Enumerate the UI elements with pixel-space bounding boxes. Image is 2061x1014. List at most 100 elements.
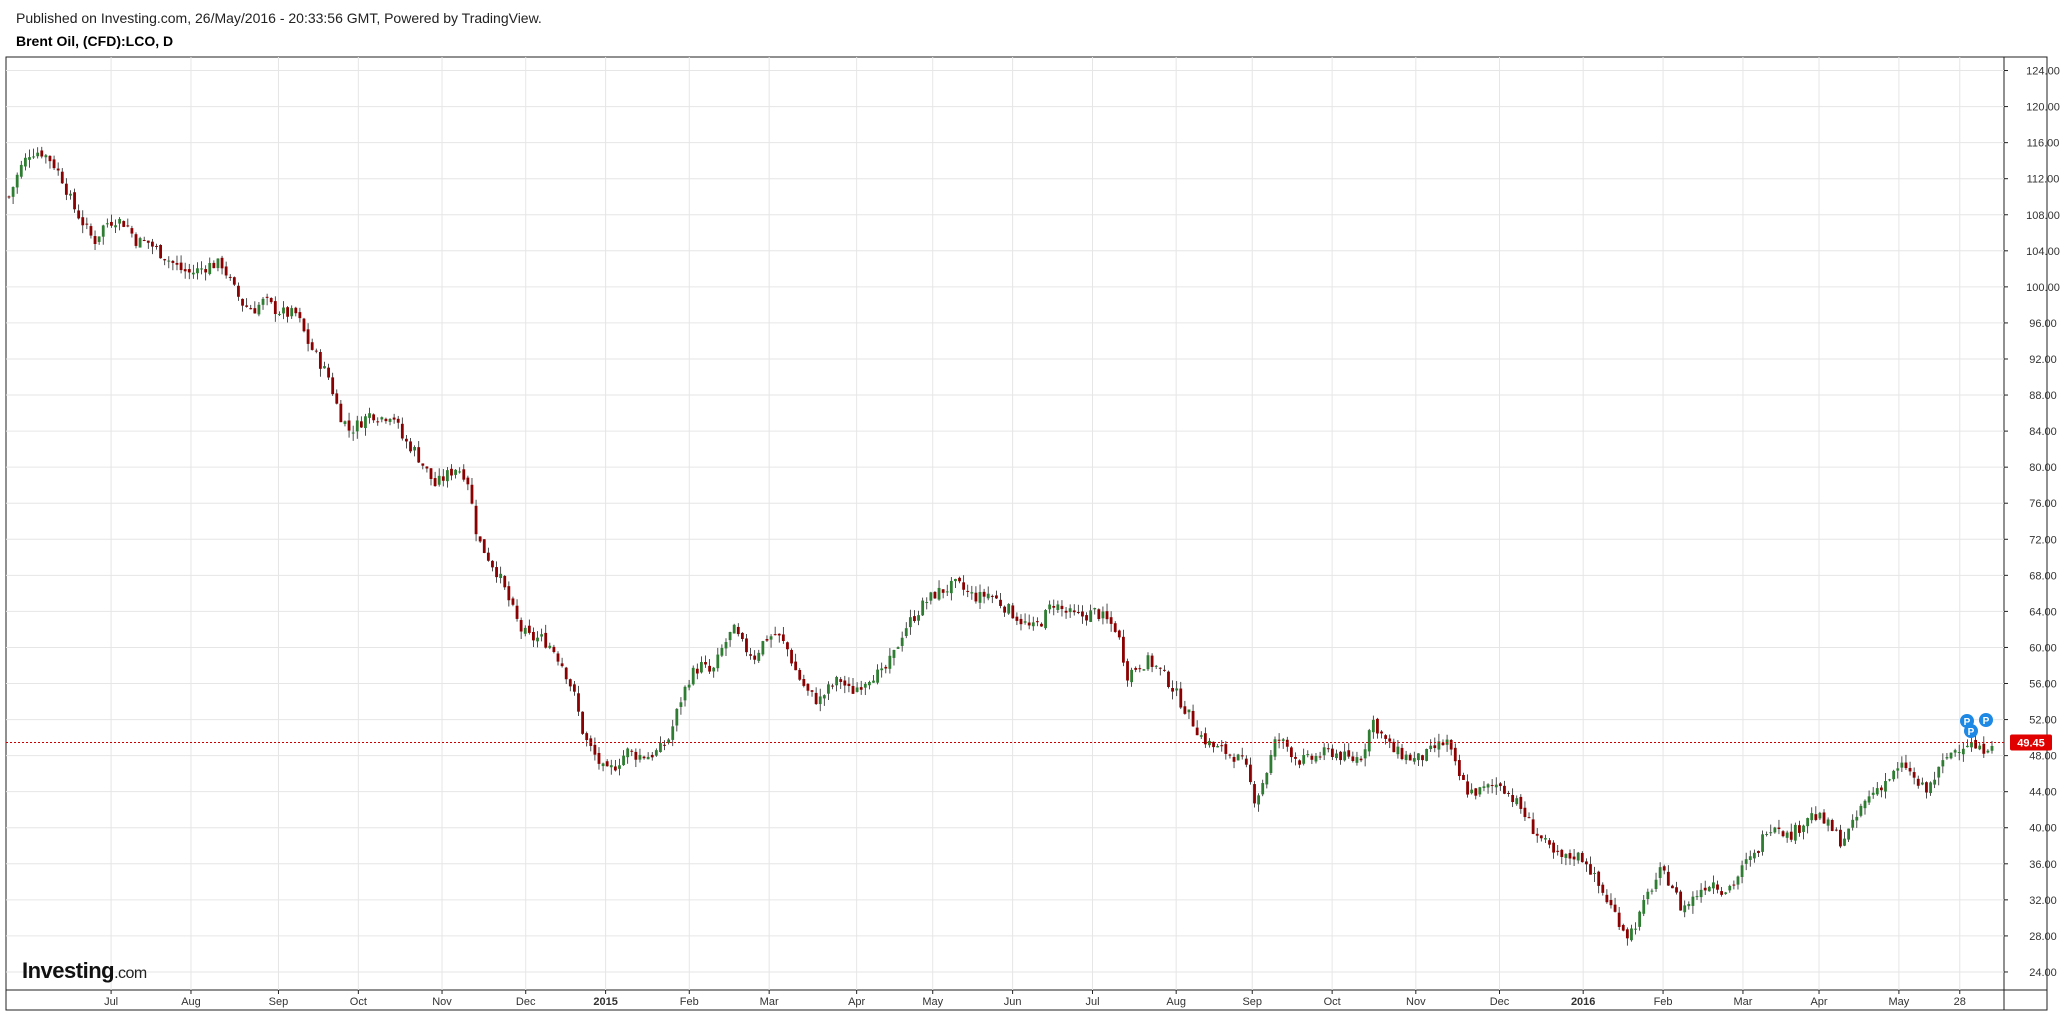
candle-body [1609, 899, 1613, 906]
candle-body [1556, 850, 1560, 852]
candle-body [818, 696, 822, 705]
candle-body [1249, 764, 1252, 783]
time-tick-label: Jun [1004, 996, 1022, 1008]
candle-body [1781, 831, 1785, 837]
candle-body [573, 684, 576, 692]
candle-body [396, 418, 400, 423]
candle-body [327, 367, 330, 378]
candle-body [1093, 608, 1097, 610]
candle-body [1912, 772, 1916, 778]
candle-body [601, 763, 605, 767]
candle-body [1109, 617, 1113, 624]
candle-body [1167, 671, 1170, 688]
time-tick-label: Dec [1490, 996, 1510, 1008]
candle-body [863, 683, 867, 688]
price-tick-label: 32.00 [2029, 895, 2057, 907]
candle-body [802, 678, 806, 686]
candle-body [740, 632, 744, 639]
candle-body [409, 441, 412, 452]
candle-body [556, 653, 560, 662]
candle-body [1982, 743, 1986, 754]
candle-body [40, 150, 44, 157]
candle-body [1322, 747, 1326, 756]
price-tick-label: 112.00 [2027, 174, 2060, 186]
event-markers[interactable]: P PP [1960, 713, 1993, 738]
candle-body [683, 686, 687, 701]
candle-body [1068, 608, 1072, 613]
candle-body [597, 752, 601, 764]
candle-body [765, 639, 769, 641]
candle-body [880, 668, 884, 671]
candle-body [1474, 788, 1478, 796]
candle-body [630, 750, 634, 752]
price-tick-label: 24.00 [2029, 967, 2057, 979]
candle-body [228, 276, 232, 278]
candle-body [732, 624, 736, 634]
candle-body [179, 262, 183, 271]
candle-body [1785, 832, 1789, 838]
event-marker[interactable]: P [1979, 713, 1993, 727]
candle-body [1703, 887, 1707, 891]
candle-body [1888, 779, 1891, 781]
candle-body [433, 478, 437, 487]
price-tick-label: 96.00 [2029, 318, 2057, 330]
candle-body [44, 155, 48, 158]
candle-body [1793, 824, 1797, 841]
candle-body [1470, 789, 1474, 794]
candle-body [1076, 611, 1080, 613]
price-tick-label: 40.00 [2029, 823, 2057, 835]
candle-body [1732, 884, 1736, 886]
candle-body [126, 225, 130, 227]
candle-body [273, 301, 277, 315]
candle-body [1834, 829, 1838, 831]
candle-body [1216, 746, 1220, 748]
candle-body [1154, 665, 1158, 667]
candle-body [536, 637, 539, 642]
price-tick-label: 108.00 [2026, 210, 2060, 222]
candle-body [445, 470, 449, 482]
candle-body [1634, 928, 1637, 930]
candle-body [1548, 840, 1551, 845]
candle-body [191, 272, 195, 275]
marker-label: P [1964, 717, 1971, 728]
candle-body [1330, 748, 1334, 758]
candle-body [851, 685, 855, 694]
candle-body [1925, 782, 1928, 793]
candle-body [1089, 610, 1093, 622]
candle-body [700, 662, 703, 673]
event-marker[interactable]: P [1964, 724, 1978, 738]
time-tick-label: Oct [350, 996, 367, 1008]
candle-body [1306, 754, 1310, 756]
marker-circle [1979, 713, 1993, 727]
candle-body [1277, 739, 1281, 741]
candle-body [1584, 861, 1588, 865]
candle-body [1212, 741, 1215, 748]
candle-body [52, 159, 56, 169]
candle-body [1310, 755, 1314, 760]
marker-circle [1964, 724, 1978, 738]
candle-body [1740, 865, 1744, 877]
candle-body [1572, 856, 1576, 860]
candle-body [93, 236, 97, 245]
candle-body [1289, 747, 1293, 758]
candle-body [159, 244, 162, 259]
candle-body [278, 313, 281, 315]
candle-body [466, 477, 470, 485]
candle-body [1453, 747, 1457, 762]
candle-body [892, 649, 896, 658]
last-price-label: 49.45 [2017, 738, 2045, 750]
candle-body [1412, 758, 1416, 762]
time-tick-label: Mar [1733, 996, 1752, 1008]
candle-body [1027, 622, 1031, 626]
candle-body [48, 155, 52, 162]
candle-body [474, 505, 478, 535]
candle-body [540, 634, 544, 637]
candle-body [1523, 807, 1527, 818]
price-tick-label: 28.00 [2029, 931, 2057, 943]
candle-body [626, 748, 630, 758]
candle-body [265, 296, 269, 298]
candle-body [450, 468, 453, 476]
candle-body [1433, 745, 1437, 749]
candle-body [1904, 762, 1908, 769]
